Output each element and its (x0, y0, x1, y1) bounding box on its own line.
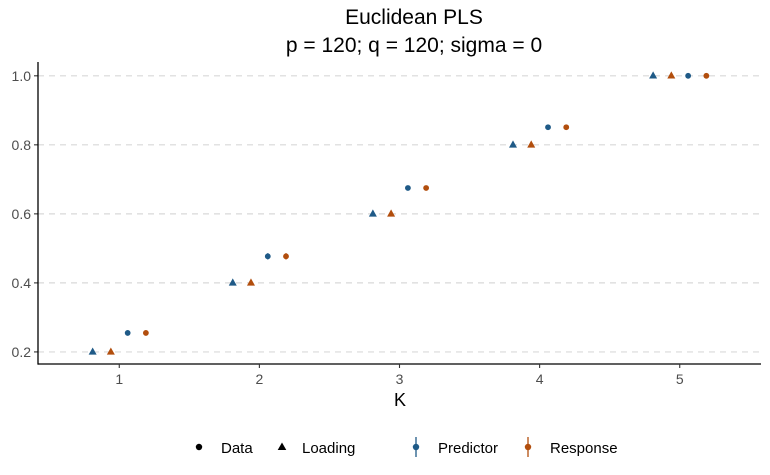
x-tick-label-1: 2 (255, 371, 263, 387)
axes: 0.2 0.4 0.6 0.8 1.0 1 2 3 4 5 (12, 62, 761, 387)
legend-response-point-icon (524, 443, 532, 451)
point-predictor-loading-k3 (368, 209, 377, 217)
legend-predictor-point-icon (412, 443, 420, 451)
point-predictor-loading-k4 (508, 140, 517, 148)
y-tick-label-4: 1.0 (12, 68, 32, 84)
y-tick-label-0: 0.2 (12, 344, 32, 360)
y-tick-label-1: 0.4 (12, 275, 32, 291)
point-predictor-data-k1 (124, 330, 131, 336)
point-response-loading-k5 (667, 71, 676, 79)
point-predictor-data-k3 (405, 185, 411, 191)
y-tick-label-2: 0.6 (12, 206, 32, 222)
point-response-data-k3 (423, 185, 430, 191)
point-response-loading-k1 (106, 347, 115, 355)
legend-label-predictor: Predictor (438, 440, 498, 457)
data-points (88, 71, 710, 355)
legend-label-response: Response (550, 440, 618, 457)
legend-data-circle-icon (195, 443, 203, 451)
point-response-loading-k4 (527, 140, 536, 148)
x-tick-label-0: 1 (115, 371, 123, 387)
gridlines (38, 75, 761, 353)
chart-subtitle: p = 120; q = 120; sigma = 0 (286, 34, 542, 57)
point-response-data-k4 (563, 124, 570, 131)
point-predictor-loading-k1 (88, 347, 97, 355)
chart-title: Euclidean PLS (345, 6, 483, 29)
x-axis-title: K (394, 390, 406, 410)
legend-loading-triangle-icon (277, 442, 287, 450)
x-tick-label-2: 3 (396, 371, 404, 387)
x-tick-label-4: 5 (676, 371, 684, 387)
legend: Data Loading Predictor Response (195, 437, 618, 457)
point-response-data-k2 (283, 253, 289, 260)
point-response-loading-k3 (387, 209, 396, 217)
legend-label-data: Data (221, 440, 253, 457)
point-predictor-loading-k2 (228, 278, 237, 286)
point-response-data-k1 (142, 330, 149, 336)
point-predictor-loading-k5 (649, 71, 658, 79)
point-predictor-data-k4 (545, 124, 551, 131)
point-predictor-data-k2 (264, 253, 271, 260)
x-tick-label-3: 4 (536, 371, 544, 387)
y-tick-label-3: 0.8 (12, 137, 32, 153)
legend-label-loading: Loading (302, 440, 355, 457)
point-predictor-data-k5 (685, 72, 692, 79)
point-response-data-k5 (703, 72, 710, 79)
point-response-loading-k2 (246, 278, 255, 286)
